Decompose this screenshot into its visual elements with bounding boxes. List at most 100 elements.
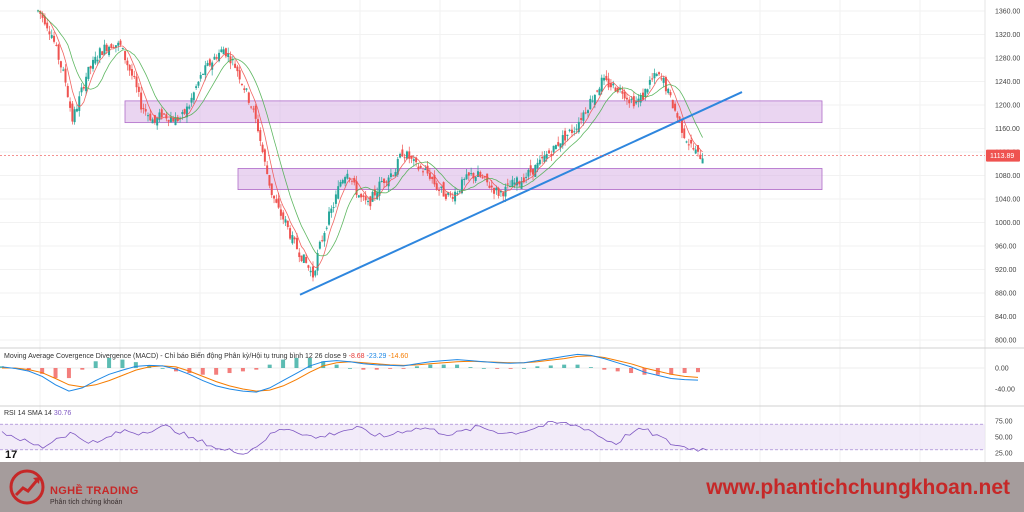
candle-body xyxy=(502,192,505,197)
candle-body xyxy=(289,228,292,239)
candle-body xyxy=(433,175,436,185)
candle-body xyxy=(632,96,635,107)
y-tick-label: 1160.00 xyxy=(995,126,1020,133)
candle-body xyxy=(130,69,133,76)
macd-histogram-bar xyxy=(575,364,580,368)
candle-body xyxy=(64,68,67,83)
candle-body xyxy=(591,100,594,102)
candle-body xyxy=(550,154,553,157)
macd-histogram-bar xyxy=(307,357,312,368)
candle-body xyxy=(48,31,51,35)
y-tick-label: 1360.00 xyxy=(995,9,1020,16)
candle-body xyxy=(268,174,271,186)
rsi-line xyxy=(1,421,708,455)
candle-body xyxy=(163,113,166,115)
macd-histogram-bar xyxy=(200,368,205,375)
tradingview-logo[interactable]: 17 xyxy=(5,449,18,461)
candle-body xyxy=(334,194,337,204)
candle-body xyxy=(124,51,127,61)
candle-body xyxy=(495,187,498,191)
macd-histogram-bar xyxy=(120,359,125,368)
candle-body xyxy=(609,83,612,88)
candle-body xyxy=(314,270,317,276)
candle-body xyxy=(690,139,693,144)
candle-body xyxy=(561,135,564,146)
candle-body xyxy=(202,73,204,75)
candle-body xyxy=(220,49,223,53)
candle-body xyxy=(309,270,312,273)
candle-body xyxy=(302,254,305,263)
candle-body xyxy=(140,92,143,110)
candle-body xyxy=(87,66,90,79)
macd-histogram-bar xyxy=(53,368,58,379)
macd-line xyxy=(1,353,699,393)
candle-body xyxy=(316,253,319,271)
y-tick-label: 800.00 xyxy=(995,338,1017,345)
candle-body xyxy=(218,52,221,62)
candle-body xyxy=(369,196,372,207)
candle-body xyxy=(284,219,287,223)
candle-body xyxy=(325,227,328,229)
candle-body xyxy=(405,151,408,159)
candle-body xyxy=(580,118,583,120)
candle-body xyxy=(669,92,672,96)
macd-histogram-bar xyxy=(522,368,526,369)
candle-body xyxy=(208,59,211,66)
candle-body xyxy=(293,237,296,240)
candle-body xyxy=(165,114,168,119)
macd-histogram-bar xyxy=(187,368,192,374)
candle-body xyxy=(431,176,434,180)
candle-body xyxy=(112,46,115,48)
candle-body xyxy=(470,173,473,175)
candle-body xyxy=(371,191,374,202)
candle-body xyxy=(323,232,326,242)
macd-histogram-bar xyxy=(428,364,433,368)
y-tick-label: 840.00 xyxy=(995,314,1017,321)
candle-body xyxy=(105,44,108,51)
macd-histogram-bar xyxy=(508,368,513,369)
candle-body xyxy=(245,88,248,90)
footer-banner xyxy=(0,462,1024,512)
candle-body xyxy=(376,192,379,200)
macd-histogram-bar xyxy=(455,364,460,368)
candle-body xyxy=(144,109,147,112)
candle-body xyxy=(389,173,392,177)
price-chart[interactable]: 1360.00 1320.00 1280.00 1240.00 1200.00 1160.… xyxy=(0,0,1024,462)
candle-body xyxy=(355,181,358,195)
candle-body xyxy=(692,147,695,150)
candle-body xyxy=(151,119,154,124)
macd-histogram-bar xyxy=(468,367,473,368)
candle-body xyxy=(392,175,395,177)
candle-body xyxy=(270,183,273,196)
candle-body xyxy=(373,189,376,196)
candle-body xyxy=(213,56,216,60)
candle-body xyxy=(89,66,92,69)
last-price-badge xyxy=(986,149,1020,162)
candle-body xyxy=(57,44,60,60)
candle-body xyxy=(66,85,69,98)
candle-body xyxy=(442,182,445,197)
website-link[interactable]: www.phantichchungkhoan.net xyxy=(706,476,1010,499)
candle-body xyxy=(426,165,429,174)
candle-body xyxy=(190,97,193,103)
candle-body xyxy=(197,81,200,86)
candle-body xyxy=(339,182,342,187)
candle-body xyxy=(250,106,253,108)
candle-body xyxy=(525,176,528,178)
candle-body xyxy=(75,108,78,112)
candle-body xyxy=(117,42,120,46)
macd-histogram-bar xyxy=(107,357,112,368)
candle-body xyxy=(607,78,610,88)
candle-body xyxy=(357,195,360,198)
candle-body xyxy=(222,49,225,55)
candle-body xyxy=(651,78,654,80)
y-tick-label: 960.00 xyxy=(995,244,1017,251)
candle-body xyxy=(667,88,670,93)
candle-body xyxy=(513,182,516,185)
y-tick-label: 1040.00 xyxy=(995,197,1020,204)
candle-body xyxy=(548,150,551,154)
macd-title-text: Moving Average Covergence Divergence (MA… xyxy=(4,353,347,360)
macd-tick-label: -40.00 xyxy=(995,387,1015,394)
candle-body xyxy=(630,98,633,100)
candle-body xyxy=(598,88,601,96)
